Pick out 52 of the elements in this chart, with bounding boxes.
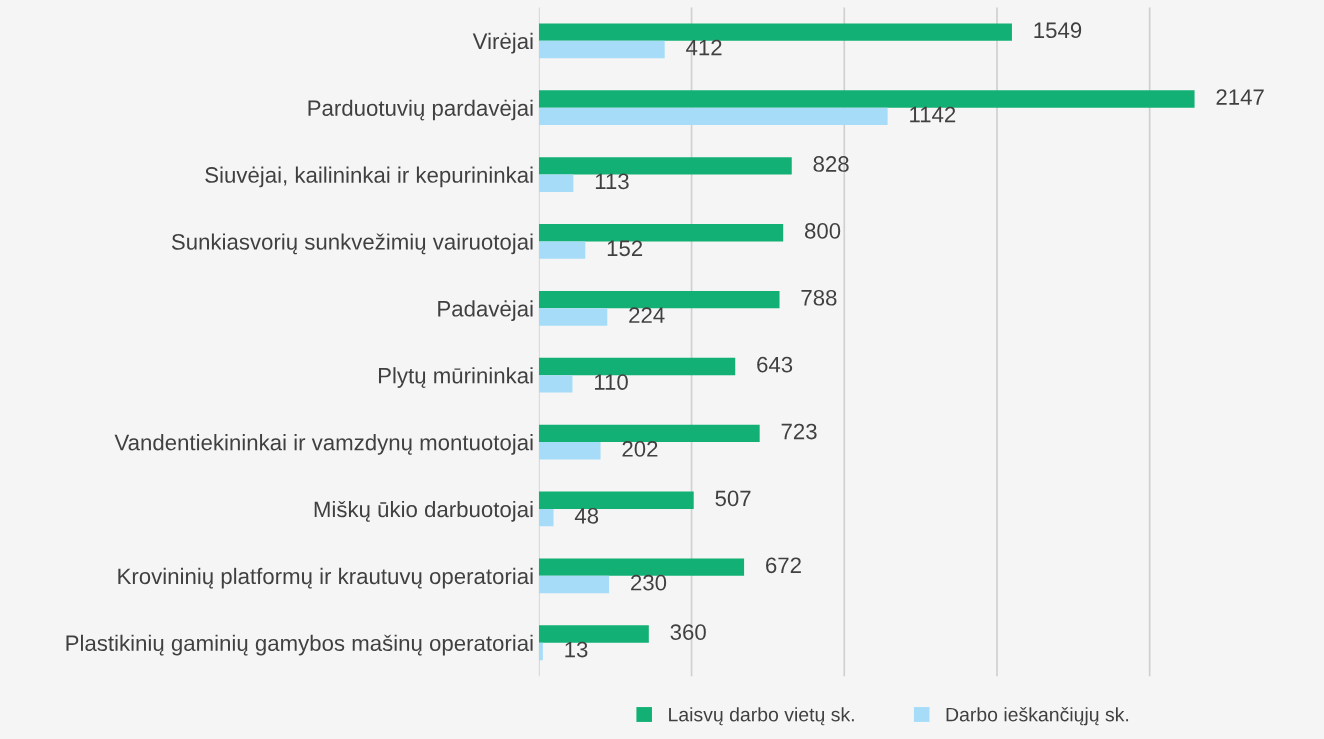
data-label: 202 [622, 441, 658, 457]
bar [538, 491, 694, 509]
y-tick-label: Padavėjai [438, 300, 533, 322]
bar [538, 442, 601, 460]
bar [538, 357, 736, 376]
bar [538, 508, 554, 527]
data-label: 412 [686, 39, 722, 56]
data-label: 360 [670, 624, 706, 641]
bar [538, 241, 586, 259]
data-label: 643 [757, 356, 793, 373]
bar [538, 625, 649, 643]
bar [538, 23, 1012, 41]
y-tick-label: Vandentiekininkai ir vamzdynų montuotojai [114, 434, 533, 455]
bar [538, 375, 573, 393]
data-label: 113 [595, 173, 629, 190]
data-label: 48 [574, 507, 599, 524]
bar [538, 575, 610, 594]
y-tick-label: Miškų ūkio darbuotojai [314, 500, 533, 522]
y-tick-label: Parduotuvių pardavėjai [308, 99, 533, 121]
data-label: 1142 [910, 106, 956, 123]
data-label: 2147 [1216, 89, 1264, 105]
data-label: 1549 [1034, 22, 1082, 39]
data-label: 110 [594, 374, 628, 390]
data-label: 723 [781, 423, 817, 440]
y-tick-label: Plytų mūrininkai [378, 367, 533, 388]
bar [538, 290, 780, 309]
data-label: 13 [565, 641, 588, 658]
bar [538, 174, 574, 192]
legend-label: Laisvų darbo vietų sk. [669, 707, 854, 726]
data-label: 507 [715, 490, 751, 507]
bar [538, 424, 760, 443]
legend-label: Darbo ieškančiųjų sk. [946, 707, 1129, 726]
bar [538, 224, 784, 242]
y-tick-label: Krovininių platformų ir krautuvų operatoriai [118, 567, 533, 589]
bar [538, 40, 665, 59]
bar [538, 558, 745, 576]
data-label: 788 [801, 289, 837, 306]
y-tick-label: Virėjai [472, 32, 533, 54]
data-label: 152 [607, 240, 643, 257]
bar [538, 107, 888, 126]
bar [538, 90, 1195, 108]
data-label: 230 [631, 574, 667, 591]
data-label: 672 [766, 557, 801, 574]
bar [538, 157, 792, 175]
data-label: 224 [629, 307, 665, 323]
bar [538, 308, 608, 326]
y-tick-label: Siuvėjai, kailininkai ir kepurininkai [205, 166, 533, 188]
y-tick-label: Plastikinių gaminių gamybos mašinų operatoriai [66, 634, 533, 656]
data-label: 800 [804, 223, 841, 239]
data-label: 828 [813, 156, 849, 172]
bar [538, 642, 543, 661]
y-tick-label: Sunkiasvorių sunkvežimių vairuotojai [171, 233, 533, 255]
